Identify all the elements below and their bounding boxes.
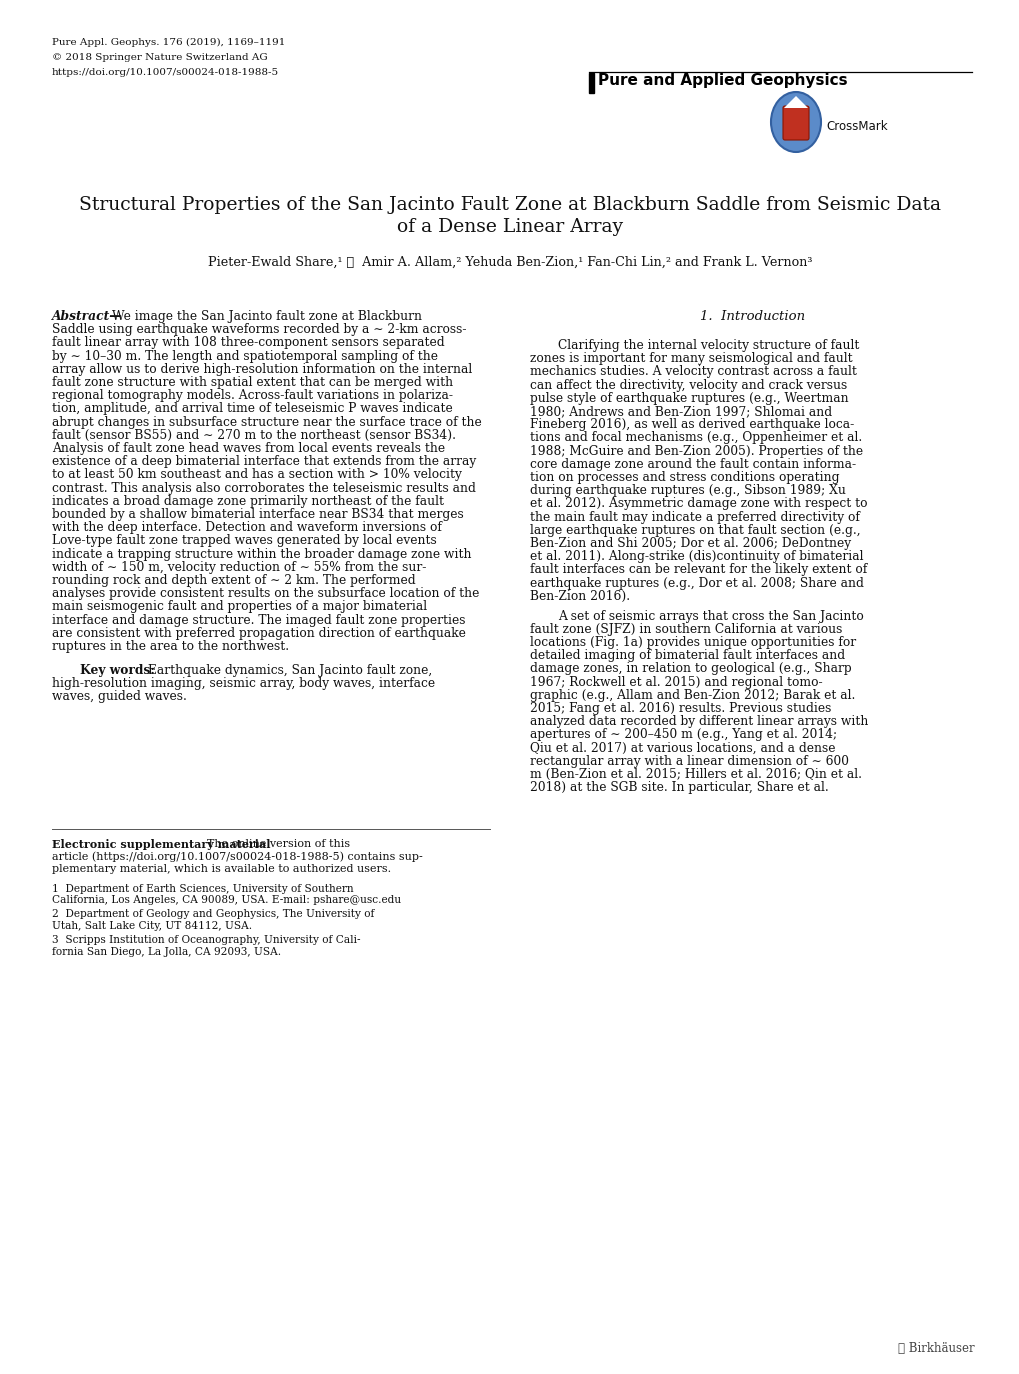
- Text: Structural Properties of the San Jacinto Fault Zone at Blackburn Saddle from Sei: Structural Properties of the San Jacinto…: [78, 196, 941, 214]
- Text: 2015; Fang et al. 2016) results. Previous studies: 2015; Fang et al. 2016) results. Previou…: [530, 702, 830, 714]
- Text: width of ∼ 150 m, velocity reduction of ∼ 55% from the sur-: width of ∼ 150 m, velocity reduction of …: [52, 561, 426, 574]
- Text: ruptures in the area to the northwest.: ruptures in the area to the northwest.: [52, 640, 288, 653]
- Text: fault (sensor BS55) and ∼ 270 m to the northeast (sensor BS34).: fault (sensor BS55) and ∼ 270 m to the n…: [52, 429, 455, 442]
- Text: tion on processes and stress conditions operating: tion on processes and stress conditions …: [530, 471, 839, 484]
- Text: tions and focal mechanisms (e.g., Oppenheimer et al.: tions and focal mechanisms (e.g., Oppenh…: [530, 431, 861, 444]
- Text: Ben-Zion and Shi 2005; Dor et al. 2006; DeDontney: Ben-Zion and Shi 2005; Dor et al. 2006; …: [530, 537, 850, 550]
- Text: high-resolution imaging, seismic array, body waves, interface: high-resolution imaging, seismic array, …: [52, 677, 435, 690]
- Text: Analysis of fault zone head waves from local events reveals the: Analysis of fault zone head waves from l…: [52, 442, 444, 455]
- Text: fault linear array with 108 three-component sensors separated: fault linear array with 108 three-compon…: [52, 337, 444, 349]
- Polygon shape: [784, 96, 807, 109]
- Text: 1988; McGuire and Ben-Zion 2005). Properties of the: 1988; McGuire and Ben-Zion 2005). Proper…: [530, 445, 862, 458]
- Text: Clarifying the internal velocity structure of fault: Clarifying the internal velocity structu…: [557, 339, 859, 352]
- Text: by ∼ 10–30 m. The length and spatiotemporal sampling of the: by ∼ 10–30 m. The length and spatiotempo…: [52, 349, 437, 363]
- Text: CrossMark: CrossMark: [825, 120, 887, 132]
- Text: earthquake ruptures (e.g., Dor et al. 2008; Share and: earthquake ruptures (e.g., Dor et al. 20…: [530, 577, 863, 589]
- Text: array allow us to derive high-resolution information on the internal: array allow us to derive high-resolution…: [52, 363, 472, 376]
- Text: core damage zone around the fault contain informa-: core damage zone around the fault contai…: [530, 458, 855, 471]
- Text: rounding rock and depth extent of ∼ 2 km. The performed: rounding rock and depth extent of ∼ 2 km…: [52, 574, 415, 587]
- Text: fault interfaces can be relevant for the likely extent of: fault interfaces can be relevant for the…: [530, 563, 866, 577]
- Text: are consistent with preferred propagation direction of earthquake: are consistent with preferred propagatio…: [52, 627, 466, 640]
- Text: Pieter-Ewald Share,¹ ⓘ  Amir A. Allam,² Yehuda Ben-Zion,¹ Fan-Chi Lin,² and Fran: Pieter-Ewald Share,¹ ⓘ Amir A. Allam,² Y…: [208, 256, 811, 269]
- Text: damage zones, in relation to geological (e.g., Sharp: damage zones, in relation to geological …: [530, 662, 851, 676]
- Text: Fineberg 2016), as well as derived earthquake loca-: Fineberg 2016), as well as derived earth…: [530, 418, 854, 431]
- Text: 2  Department of Geology and Geophysics, The University of: 2 Department of Geology and Geophysics, …: [52, 910, 374, 919]
- Text: locations (Fig. 1a) provides unique opportunities for: locations (Fig. 1a) provides unique oppo…: [530, 636, 855, 649]
- Text: can affect the directivity, velocity and crack versus: can affect the directivity, velocity and…: [530, 379, 847, 392]
- Text: zones is important for many seismological and fault: zones is important for many seismologica…: [530, 352, 852, 365]
- Text: Earthquake dynamics, San Jacinto fault zone,: Earthquake dynamics, San Jacinto fault z…: [148, 664, 432, 677]
- Text: regional tomography models. Across-fault variations in polariza-: regional tomography models. Across-fault…: [52, 389, 452, 403]
- Text: of a Dense Linear Array: of a Dense Linear Array: [396, 218, 623, 236]
- Text: with the deep interface. Detection and waveform inversions of: with the deep interface. Detection and w…: [52, 521, 441, 534]
- Text: Ben-Zion 2016).: Ben-Zion 2016).: [530, 589, 630, 603]
- Text: Utah, Salt Lake City, UT 84112, USA.: Utah, Salt Lake City, UT 84112, USA.: [52, 921, 252, 932]
- Text: pulse style of earthquake ruptures (e.g., Weertman: pulse style of earthquake ruptures (e.g.…: [530, 392, 848, 405]
- Text: Electronic supplementary material: Electronic supplementary material: [52, 840, 270, 851]
- Text: 3  Scripps Institution of Oceanography, University of Cali-: 3 Scripps Institution of Oceanography, U…: [52, 934, 360, 944]
- Text: Saddle using earthquake waveforms recorded by a ∼ 2-km across-: Saddle using earthquake waveforms record…: [52, 323, 466, 337]
- Text: rectangular array with a linear dimension of ∼ 600: rectangular array with a linear dimensio…: [530, 754, 848, 768]
- Text: during earthquake ruptures (e.g., Sibson 1989; Xu: during earthquake ruptures (e.g., Sibson…: [530, 484, 845, 497]
- Text: indicate a trapping structure within the broader damage zone with: indicate a trapping structure within the…: [52, 548, 471, 561]
- Text: article (https://doi.org/10.1007/s00024-018-1988-5) contains sup-: article (https://doi.org/10.1007/s00024-…: [52, 852, 422, 863]
- Text: tion, amplitude, and arrival time of teleseismic P waves indicate: tion, amplitude, and arrival time of tel…: [52, 403, 452, 415]
- Text: We image the San Jacinto fault zone at Blackburn: We image the San Jacinto fault zone at B…: [112, 311, 422, 323]
- Text: mechanics studies. A velocity contrast across a fault: mechanics studies. A velocity contrast a…: [530, 365, 856, 378]
- Text: https://doi.org/10.1007/s00024-018-1988-5: https://doi.org/10.1007/s00024-018-1988-…: [52, 67, 279, 77]
- Text: The online version of this: The online version of this: [207, 840, 350, 849]
- Text: contrast. This analysis also corroborates the teleseismic results and: contrast. This analysis also corroborate…: [52, 482, 476, 495]
- Text: et al. 2012). Asymmetric damage zone with respect to: et al. 2012). Asymmetric damage zone wit…: [530, 497, 866, 510]
- Text: waves, guided waves.: waves, guided waves.: [52, 690, 186, 703]
- Text: Qiu et al. 2017) at various locations, and a dense: Qiu et al. 2017) at various locations, a…: [530, 742, 835, 754]
- FancyBboxPatch shape: [783, 106, 808, 140]
- Text: indicates a broad damage zone primarily northeast of the fault: indicates a broad damage zone primarily …: [52, 495, 443, 508]
- Text: Ⓡ Birkhäuser: Ⓡ Birkhäuser: [898, 1342, 974, 1355]
- Text: 1967; Rockwell et al. 2015) and regional tomo-: 1967; Rockwell et al. 2015) and regional…: [530, 676, 821, 688]
- Text: 1.  Introduction: 1. Introduction: [699, 311, 804, 323]
- Text: the main fault may indicate a preferred directivity of: the main fault may indicate a preferred …: [530, 511, 859, 523]
- Text: bounded by a shallow bimaterial interface near BS34 that merges: bounded by a shallow bimaterial interfac…: [52, 508, 464, 521]
- Text: fault zone structure with spatial extent that can be merged with: fault zone structure with spatial extent…: [52, 376, 452, 389]
- Text: A set of seismic arrays that cross the San Jacinto: A set of seismic arrays that cross the S…: [557, 610, 863, 622]
- Text: fornia San Diego, La Jolla, CA 92093, USA.: fornia San Diego, La Jolla, CA 92093, US…: [52, 947, 281, 956]
- Text: 1980; Andrews and Ben-Zion 1997; Shlomai and: 1980; Andrews and Ben-Zion 1997; Shlomai…: [530, 405, 832, 418]
- Text: apertures of ∼ 200–450 m (e.g., Yang et al. 2014;: apertures of ∼ 200–450 m (e.g., Yang et …: [530, 728, 837, 742]
- Text: et al. 2011). Along-strike (dis)continuity of bimaterial: et al. 2011). Along-strike (dis)continui…: [530, 550, 863, 563]
- Text: m (Ben-Zion et al. 2015; Hillers et al. 2016; Qin et al.: m (Ben-Zion et al. 2015; Hillers et al. …: [530, 768, 861, 780]
- Text: fault zone (SJFZ) in southern California at various: fault zone (SJFZ) in southern California…: [530, 622, 842, 636]
- Text: Love-type fault zone trapped waves generated by local events: Love-type fault zone trapped waves gener…: [52, 534, 436, 547]
- Text: interface and damage structure. The imaged fault zone properties: interface and damage structure. The imag…: [52, 614, 465, 627]
- Text: Key words:: Key words:: [79, 664, 155, 677]
- Text: Pure Appl. Geophys. 176 (2019), 1169–1191: Pure Appl. Geophys. 176 (2019), 1169–119…: [52, 38, 285, 47]
- Text: graphic (e.g., Allam and Ben-Zion 2012; Barak et al.: graphic (e.g., Allam and Ben-Zion 2012; …: [530, 688, 855, 702]
- Text: main seismogenic fault and properties of a major bimaterial: main seismogenic fault and properties of…: [52, 600, 427, 613]
- Text: detailed imaging of bimaterial fault interfaces and: detailed imaging of bimaterial fault int…: [530, 650, 845, 662]
- Text: large earthquake ruptures on that fault section (e.g.,: large earthquake ruptures on that fault …: [530, 523, 860, 537]
- Text: © 2018 Springer Nature Switzerland AG: © 2018 Springer Nature Switzerland AG: [52, 54, 268, 62]
- Text: to at least 50 km southeast and has a section with > 10% velocity: to at least 50 km southeast and has a se…: [52, 469, 462, 481]
- Text: abrupt changes in subsurface structure near the surface trace of the: abrupt changes in subsurface structure n…: [52, 415, 481, 429]
- Bar: [588, 73, 593, 93]
- Text: plementary material, which is available to authorized users.: plementary material, which is available …: [52, 864, 390, 874]
- Text: Pure and Applied Geophysics: Pure and Applied Geophysics: [597, 73, 847, 88]
- Text: California, Los Angeles, CA 90089, USA. E-mail: pshare@usc.edu: California, Los Angeles, CA 90089, USA. …: [52, 896, 400, 905]
- Text: analyzed data recorded by different linear arrays with: analyzed data recorded by different line…: [530, 716, 867, 728]
- Text: 2018) at the SGB site. In particular, Share et al.: 2018) at the SGB site. In particular, Sh…: [530, 782, 828, 794]
- Text: Abstract—: Abstract—: [52, 311, 122, 323]
- Text: existence of a deep bimaterial interface that extends from the array: existence of a deep bimaterial interface…: [52, 455, 476, 469]
- Ellipse shape: [770, 92, 820, 153]
- Text: analyses provide consistent results on the subsurface location of the: analyses provide consistent results on t…: [52, 587, 479, 600]
- Text: 1  Department of Earth Sciences, University of Southern: 1 Department of Earth Sciences, Universi…: [52, 883, 354, 893]
